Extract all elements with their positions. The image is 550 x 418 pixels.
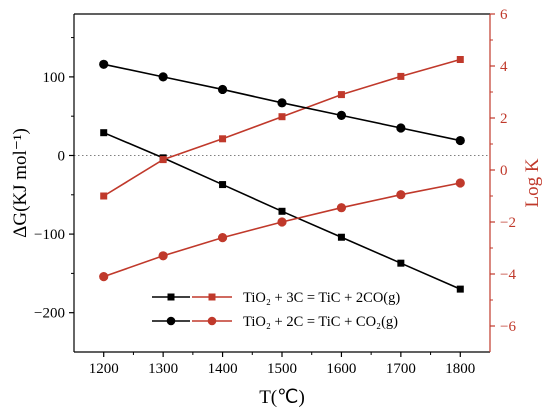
data-point-circle <box>277 98 287 108</box>
data-point-circle <box>217 233 228 243</box>
right-y-tick-label: 0 <box>500 163 508 179</box>
x-tick-label: 1500 <box>267 361 297 377</box>
data-point-square <box>278 113 286 121</box>
data-point-square <box>456 56 464 63</box>
data-point-square <box>456 285 464 293</box>
series-line-1 <box>103 58 461 197</box>
left-y-axis-title: ΔG(KJ mol⁻¹) <box>10 128 31 238</box>
x-tick-label: 1800 <box>445 361 475 377</box>
x-tick-label: 1200 <box>89 361 119 377</box>
x-tick-label: 1700 <box>386 361 416 377</box>
data-point-circle <box>336 110 347 120</box>
right-y-tick-label: 2 <box>500 111 508 127</box>
legend-entry-1: TiO₂ + 2C = TiC + CO₂(g) <box>152 314 398 330</box>
data-point-square <box>100 192 108 200</box>
data-point-circle <box>99 59 109 69</box>
series-layer <box>99 56 465 293</box>
legend-entry-0: TiO₂ + 3C = TiC + 2CO(g) <box>152 290 400 306</box>
data-point-square <box>100 129 108 137</box>
data-point-square <box>337 91 345 99</box>
data-point-square <box>219 135 227 143</box>
right-y-tick-label: −4 <box>500 267 516 283</box>
legend-marker-circle <box>166 316 176 326</box>
data-point-circle <box>396 123 406 133</box>
right-y-tick-label: 4 <box>500 59 508 75</box>
data-point-square <box>278 207 286 215</box>
data-point-square <box>219 181 227 189</box>
series-2 <box>99 59 465 146</box>
legend-label: TiO₂ + 3C = TiC + 2CO(g) <box>243 290 400 306</box>
right-y-tick-label: −2 <box>500 215 516 231</box>
left-y-tick-label: 0 <box>58 148 66 164</box>
right-y-tick-label: −6 <box>500 319 516 335</box>
left-y-tick-label: −100 <box>34 227 65 243</box>
data-point-square <box>337 233 345 241</box>
legend-label: TiO₂ + 2C = TiC + CO₂(g) <box>243 314 398 330</box>
right-y-axis-title: Log K <box>522 158 543 207</box>
series-line-3 <box>103 182 461 278</box>
legend-marker-square <box>208 293 216 301</box>
data-point-circle <box>396 190 406 200</box>
x-tick-label: 1400 <box>208 361 238 377</box>
legend-marker-square <box>167 293 175 301</box>
data-point-circle <box>99 272 109 282</box>
data-point-circle <box>455 135 465 146</box>
axes-layer: 1200 1300 1400 1500 1600 1700 1800 100 0 −100 −200… <box>10 7 543 408</box>
left-y-tick-label: −200 <box>34 306 65 322</box>
data-point-circle <box>455 178 465 188</box>
x-tick-label: 1300 <box>148 361 178 377</box>
legend-marker-circle <box>207 316 217 326</box>
left-y-tick-label: 100 <box>43 70 66 86</box>
data-point-circle <box>217 84 228 95</box>
data-point-circle <box>336 203 347 213</box>
data-point-circle <box>277 217 287 227</box>
series-3 <box>99 178 465 282</box>
data-point-square <box>159 156 167 164</box>
data-point-square <box>397 259 405 267</box>
x-axis-title: T(℃) <box>259 387 305 408</box>
data-point-circle <box>158 72 168 82</box>
series-0 <box>100 129 464 293</box>
series-1 <box>100 56 464 200</box>
legend: TiO₂ + 3C = TiC + 2CO(g) TiO₂ + 2C = TiC … <box>152 290 400 330</box>
data-point-circle <box>158 251 168 261</box>
right-y-tick-label: 6 <box>500 7 508 23</box>
x-tick-label: 1600 <box>326 361 356 377</box>
data-point-square <box>397 72 405 80</box>
